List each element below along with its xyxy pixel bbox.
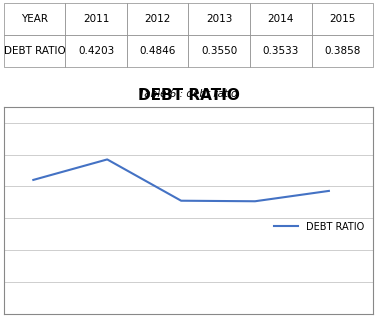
Line: DEBT RATIO: DEBT RATIO: [33, 159, 329, 201]
DEBT RATIO: [179, 199, 183, 203]
Text: Table 6 : debt ratio: Table 6 : debt ratio: [139, 89, 238, 99]
DEBT RATIO: [31, 178, 35, 182]
Legend: DEBT RATIO: DEBT RATIO: [270, 218, 368, 236]
Title: DEBT RATIO: DEBT RATIO: [138, 88, 239, 103]
DEBT RATIO: [326, 189, 331, 193]
DEBT RATIO: [105, 158, 109, 161]
DEBT RATIO: [253, 199, 257, 203]
